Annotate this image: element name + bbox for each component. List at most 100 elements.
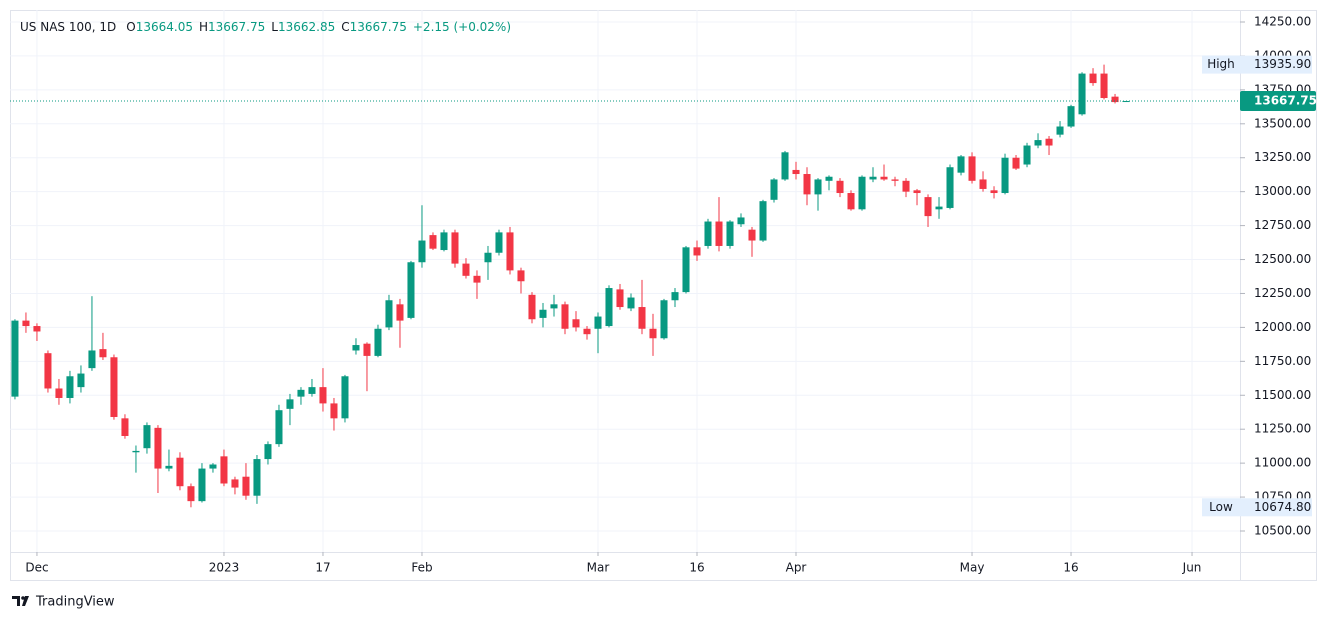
x-tick-label: May — [960, 561, 985, 575]
ohlc-key: L — [271, 20, 278, 34]
marker-value: 13935.90 — [1254, 57, 1311, 71]
candle-body — [462, 263, 470, 276]
change: +2.15 (+0.02%) — [413, 20, 511, 34]
y-tick-label: 11000.00 — [1254, 456, 1311, 470]
candle-body — [836, 180, 844, 194]
candle-body — [44, 353, 52, 389]
marker-label: Low — [1209, 500, 1233, 514]
x-tick-label: Jun — [1182, 561, 1202, 575]
marker-box — [1202, 55, 1240, 74]
candle-body — [374, 328, 382, 356]
candle-body — [1100, 73, 1108, 99]
candle-body — [704, 221, 712, 246]
candle-body — [726, 221, 734, 246]
candle-body — [165, 465, 173, 469]
candle-body — [649, 328, 657, 339]
candle-body — [495, 232, 503, 253]
chart-frame — [10, 10, 1317, 581]
candle-body — [902, 180, 910, 192]
candle-body — [737, 217, 745, 225]
candle-body — [935, 206, 943, 210]
y-tick-label: 10500.00 — [1254, 524, 1311, 538]
candle-body — [220, 456, 228, 484]
candle-body — [22, 320, 30, 327]
y-tick-label: 13500.00 — [1254, 116, 1311, 130]
candle-body — [330, 403, 338, 419]
candle-body — [341, 376, 349, 419]
x-tick-label: 16 — [689, 561, 704, 575]
candle-body — [253, 459, 261, 496]
y-tick-label: 13250.00 — [1254, 150, 1311, 164]
candle-body — [121, 418, 129, 436]
candle-body — [770, 179, 778, 200]
marker-box — [1202, 498, 1240, 517]
candle-body — [627, 297, 635, 309]
grid — [10, 10, 1240, 552]
candle-body — [1045, 138, 1053, 146]
candle-body — [198, 468, 206, 502]
y-tick-label: 12250.00 — [1254, 286, 1311, 300]
y-tick-label: 11250.00 — [1254, 422, 1311, 436]
x-tick-label: Mar — [587, 561, 610, 575]
candle-body — [847, 193, 855, 210]
candle-body — [880, 176, 888, 180]
candle-body — [429, 235, 437, 249]
candle-body — [99, 349, 107, 358]
candle-body — [572, 319, 580, 328]
candle-body — [693, 247, 701, 256]
y-tick-label: 12500.00 — [1254, 252, 1311, 266]
logo-dot — [21, 596, 25, 600]
x-tick-label: Dec — [25, 561, 48, 575]
candles — [11, 64, 1130, 508]
candle-body — [550, 304, 558, 309]
brand-name: TradingView — [35, 595, 115, 610]
candle-body — [1023, 145, 1031, 165]
candle-body — [363, 343, 371, 356]
candle-body — [396, 304, 404, 321]
candle-body — [803, 174, 811, 195]
symbol: US NAS 100, 1D — [20, 20, 116, 34]
candle-body — [242, 476, 250, 496]
tradingview-logo: TradingView — [12, 595, 115, 610]
candle-body — [297, 389, 305, 397]
candle-body — [979, 179, 987, 189]
candle-body — [814, 179, 822, 195]
ohlc-value: 13667.75 — [350, 20, 407, 34]
candle-body — [66, 376, 74, 398]
ohlc-key: C — [341, 20, 349, 34]
candle-body — [968, 156, 976, 181]
candle-body — [143, 425, 151, 449]
candle-body — [561, 304, 569, 329]
candle-body — [176, 457, 184, 487]
y-tick-label: 13000.00 — [1254, 184, 1311, 198]
candle-body — [858, 176, 866, 210]
candle-body — [1001, 157, 1009, 194]
candle-body — [671, 292, 679, 301]
candle-body — [264, 444, 272, 460]
candle-body — [506, 232, 514, 271]
candle-body — [209, 464, 217, 469]
candle-body — [594, 316, 602, 329]
candle-body — [715, 221, 723, 246]
last-price-box — [1240, 91, 1316, 112]
y-tick-label: 11750.00 — [1254, 354, 1311, 368]
ohlc-key: O — [126, 20, 135, 34]
candle-body — [77, 373, 85, 388]
candle-body — [11, 320, 19, 397]
y-tick-label: 12750.00 — [1254, 218, 1311, 232]
candle-body — [1056, 126, 1064, 135]
candle-body — [792, 169, 800, 175]
candle-body — [110, 357, 118, 417]
candle-body — [539, 309, 547, 318]
x-tick-label: Apr — [786, 561, 807, 575]
candle-body — [187, 486, 195, 502]
ohlc-value: 13662.85 — [278, 20, 335, 34]
candle-body — [957, 156, 965, 173]
candle-body — [132, 450, 140, 453]
candle-body — [781, 152, 789, 180]
candle-body — [913, 190, 921, 194]
candle-body — [55, 388, 63, 398]
logo-mark — [12, 596, 20, 606]
candle-body — [990, 190, 998, 194]
